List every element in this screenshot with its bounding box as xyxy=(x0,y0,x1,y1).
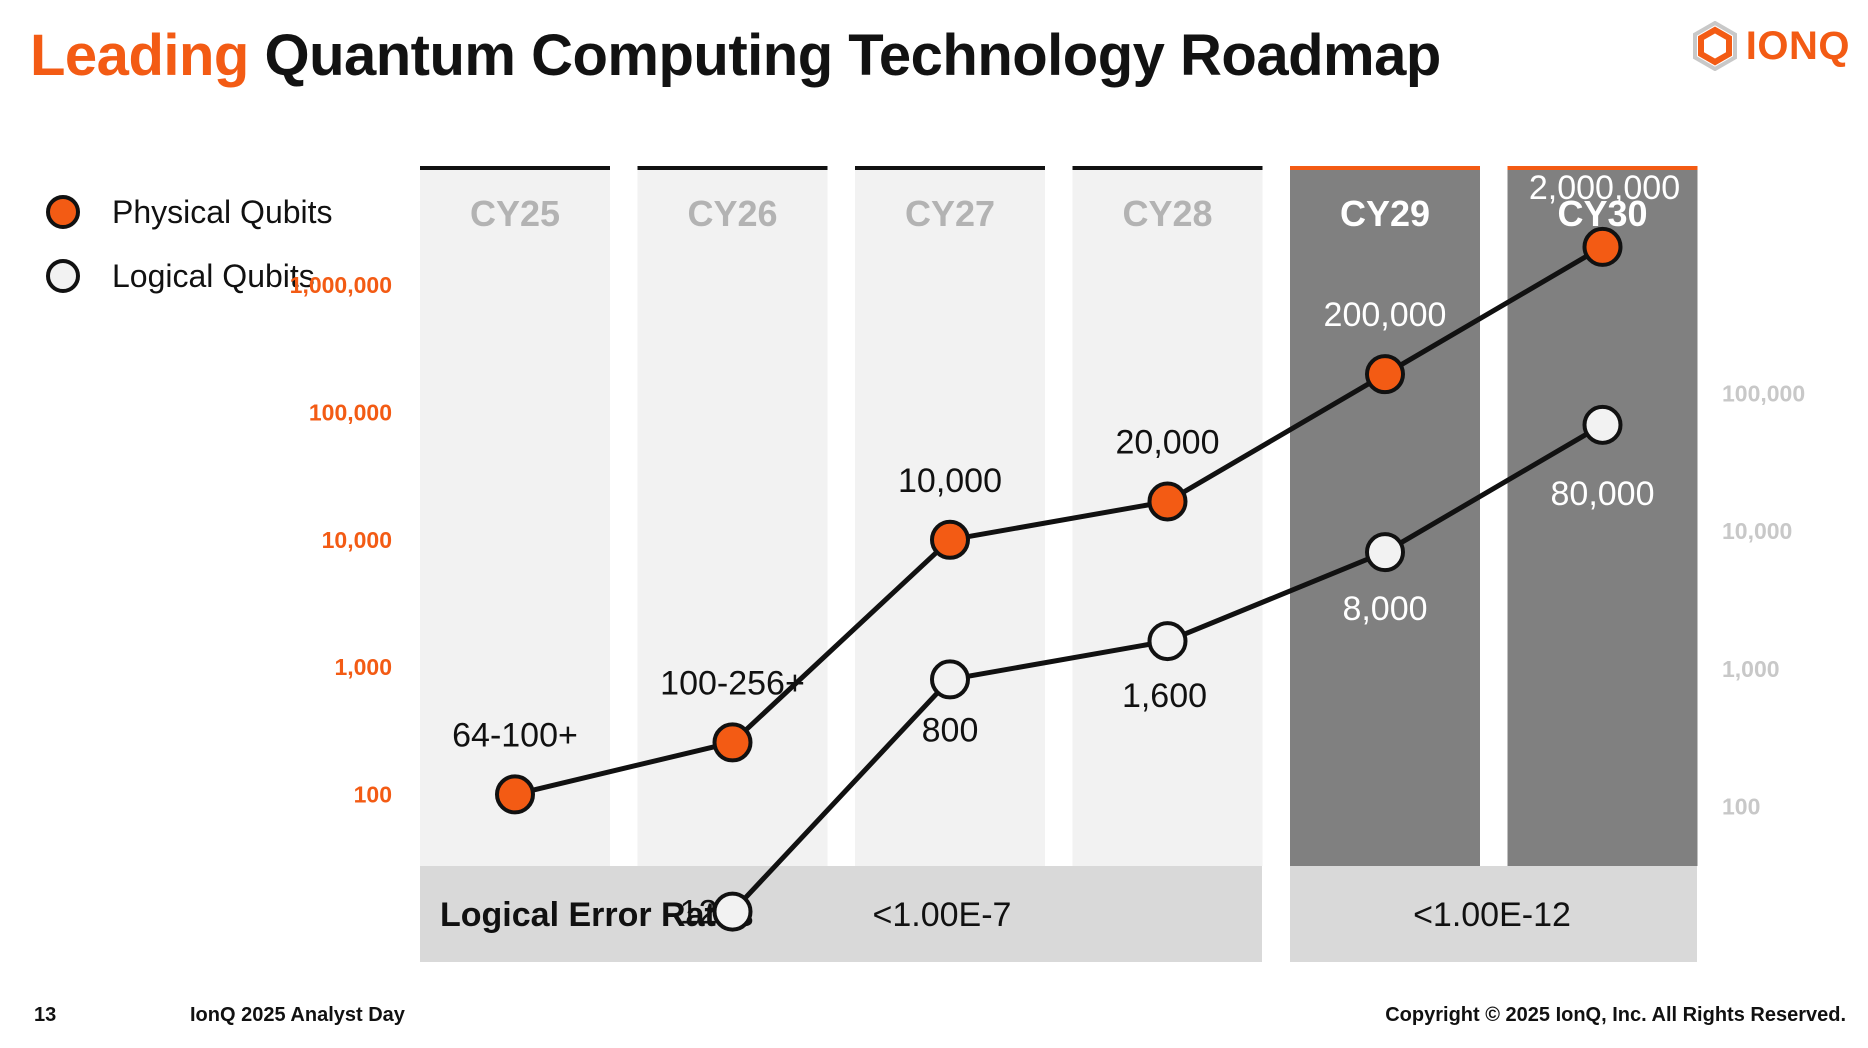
logical-value-label-cy30: 80,000 xyxy=(1551,475,1655,513)
logical-marker-cy30 xyxy=(1582,404,1623,445)
physical-qubits-line xyxy=(514,244,1604,797)
column-cy25 xyxy=(420,166,610,866)
legend: Physical Qubits Logical Qubits xyxy=(46,180,333,308)
right-axis-tick-100: 100 xyxy=(1722,794,1760,820)
logo-text: IONQ xyxy=(1745,23,1850,68)
physical-marker-cy26 xyxy=(712,722,753,763)
column-top-rule-cy26 xyxy=(637,166,828,170)
logical-value-label-cy29: 8,000 xyxy=(1342,590,1427,628)
legend-label-physical: Physical Qubits xyxy=(112,193,333,230)
event-name: IonQ 2025 Analyst Day xyxy=(190,1004,405,1026)
right-axis-tick-1000: 1,000 xyxy=(1722,656,1780,682)
physical-value-label-cy28: 20,000 xyxy=(1116,423,1220,461)
logical-marker-cy29 xyxy=(1365,532,1405,573)
copyright: Copyright © 2025 IonQ, Inc. All Rights R… xyxy=(1385,1004,1846,1026)
physical-value-label-cy30: 2,000,000 xyxy=(1529,169,1680,207)
column-top-rule-cy25 xyxy=(420,166,610,170)
physical-marker-cy29 xyxy=(1365,354,1405,395)
physical-value-label-cy27: 10,000 xyxy=(898,462,1002,500)
column-header-cy26: CY26 xyxy=(687,193,777,234)
logical-value-label-cy28: 1,600 xyxy=(1122,677,1207,715)
legend-item-physical: Physical Qubits xyxy=(46,180,333,244)
ionq-logo: IONQ xyxy=(1692,18,1850,74)
legend-label-logical: Logical Qubits xyxy=(112,257,315,294)
column-top-rule-cy28 xyxy=(1072,166,1263,170)
physical-value-label-cy26: 100-256+ xyxy=(660,664,805,702)
error-rate-bar-cy29-cy30 xyxy=(1290,866,1697,962)
page-number: 13 xyxy=(34,1004,57,1026)
right-axis-tick-10000: 10,000 xyxy=(1722,518,1792,544)
column-header-cy29: CY29 xyxy=(1340,193,1430,234)
title-rest: Quantum Computing Technology Roadmap xyxy=(248,23,1441,88)
error-rate-label: Logical Error Rates xyxy=(440,896,754,934)
column-cy27 xyxy=(855,166,1045,866)
column-top-rule-cy30 xyxy=(1507,166,1698,170)
left-axis-tick-100000: 100,000 xyxy=(309,400,392,426)
physical-marker-cy28 xyxy=(1147,481,1188,522)
logical-marker-icon xyxy=(46,259,80,293)
legend-item-logical: Logical Qubits xyxy=(46,244,333,308)
physical-marker-cy30 xyxy=(1582,226,1623,267)
column-top-rule-cy27 xyxy=(855,166,1045,170)
logical-marker-cy28 xyxy=(1147,621,1188,662)
column-header-cy28: CY28 xyxy=(1122,193,1212,234)
ionq-hexagon-icon xyxy=(1692,21,1737,71)
left-axis-tick-10000: 10,000 xyxy=(322,527,392,553)
physical-marker-cy27 xyxy=(930,519,970,560)
column-top-rule-cy29 xyxy=(1290,166,1480,170)
left-axis-tick-1000: 1,000 xyxy=(334,654,392,680)
left-axis-tick-100: 100 xyxy=(354,781,392,807)
error-rate-bar-cy25-cy28 xyxy=(420,866,1262,962)
title-accent: Leading xyxy=(30,23,249,88)
column-cy30 xyxy=(1507,166,1698,866)
physical-marker-cy25 xyxy=(495,774,535,815)
physical-value-label-cy25: 64-100+ xyxy=(452,716,578,754)
logical-marker-cy27 xyxy=(930,659,970,700)
physical-value-label-cy29: 200,000 xyxy=(1324,296,1447,334)
page-title: Leading Quantum Computing Technology Roa… xyxy=(30,18,1441,94)
error-rate-value-cy29-cy30: <1.00E-12 xyxy=(1413,896,1571,934)
logical-value-label-cy26: 12 xyxy=(680,894,718,932)
logical-marker-cy26 xyxy=(712,891,753,932)
right-axis-tick-100000: 100,000 xyxy=(1722,381,1805,407)
physical-marker-icon xyxy=(46,195,80,229)
column-header-cy27: CY27 xyxy=(905,193,995,234)
error-rate-value-cy25-cy28: <1.00E-7 xyxy=(873,896,1012,934)
column-header-cy25: CY25 xyxy=(470,193,560,234)
logical-value-label-cy27: 800 xyxy=(922,711,979,749)
left-axis-tick-1000000: 1,000,000 xyxy=(290,272,392,298)
